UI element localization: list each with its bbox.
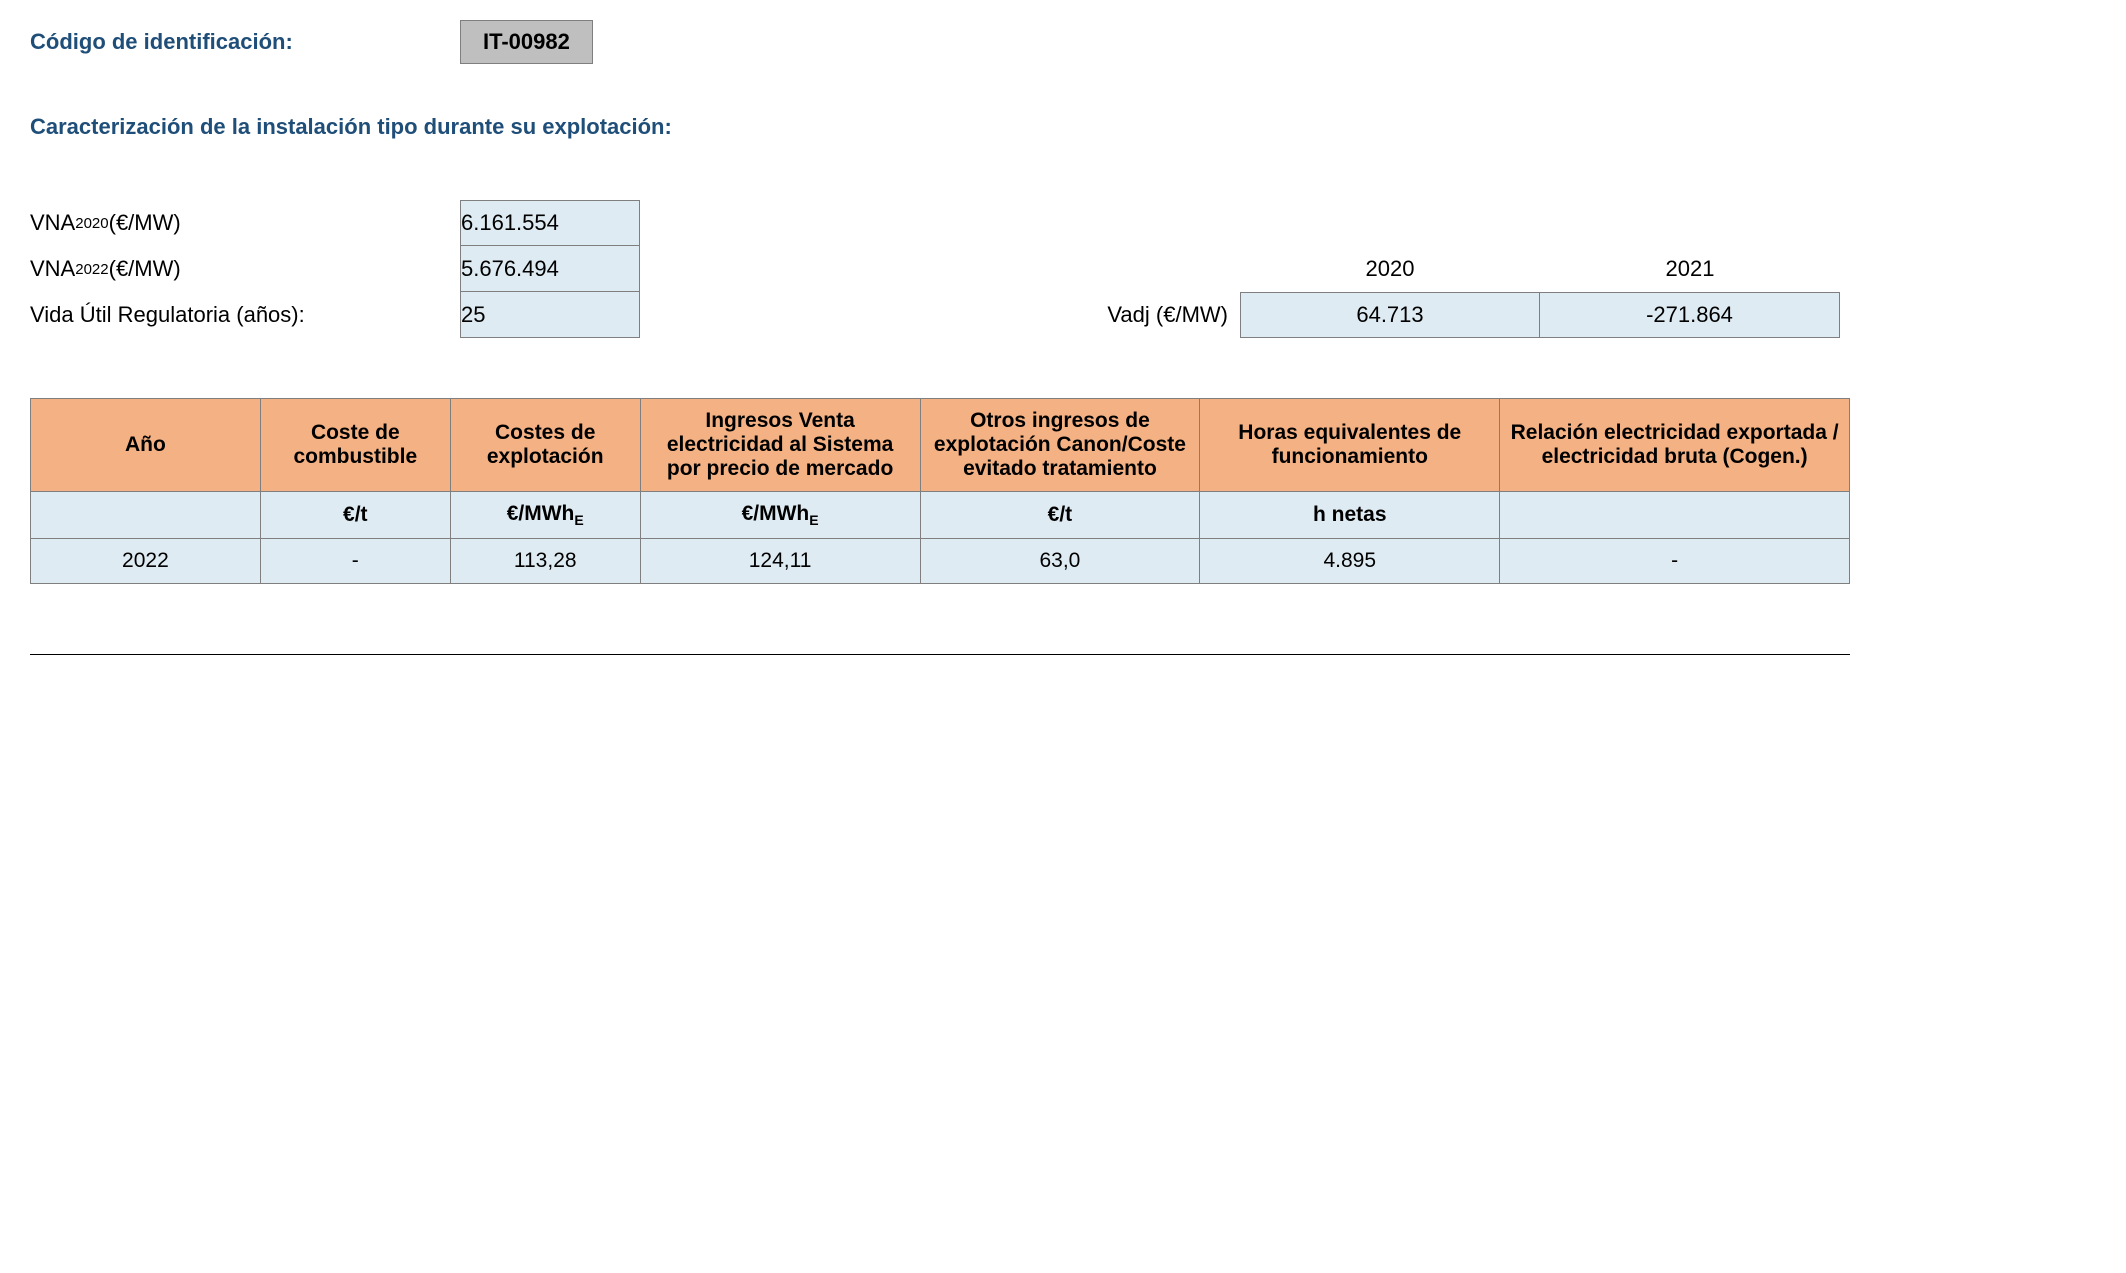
cell-year: 2022 <box>31 539 261 584</box>
unit-year <box>31 492 261 539</box>
section-title: Caracterización de la instalación tipo d… <box>30 114 2096 140</box>
vna-unit: (€/MW) <box>109 210 181 236</box>
unit-ratio <box>1500 492 1850 539</box>
cell-ratio: - <box>1500 539 1850 584</box>
cell-hours: 4.895 <box>1200 539 1500 584</box>
th-elec-ratio: Relación electricidad exportada / electr… <box>1500 399 1850 492</box>
vna2022-label: VNA2022 (€/MW) <box>30 246 460 292</box>
cell-op: 113,28 <box>450 539 640 584</box>
code-label: Código de identificación: <box>30 29 460 55</box>
spacer <box>640 246 1040 292</box>
unit-sales: €/MWhE <box>640 492 920 539</box>
vadj-2020-value: 64.713 <box>1240 292 1540 338</box>
divider <box>30 654 1850 655</box>
spacer <box>1240 200 1540 246</box>
spacer <box>1040 200 1240 246</box>
code-value-box: IT-00982 <box>460 20 593 64</box>
spacer <box>640 292 1040 338</box>
spacer <box>1040 246 1240 292</box>
table-header-row: Año Coste de combustible Costes de explo… <box>31 399 1850 492</box>
spacer <box>1540 200 1840 246</box>
vna-unit: (€/MW) <box>109 256 181 282</box>
vna2022-value: 5.676.494 <box>460 246 640 292</box>
unit-hours: h netas <box>1200 492 1500 539</box>
unit-op-pre: €/MWh <box>507 502 575 525</box>
unit-op: €/MWhE <box>450 492 640 539</box>
table-units-row: €/t €/MWhE €/MWhE €/t h netas <box>31 492 1850 539</box>
cell-fuel: - <box>260 539 450 584</box>
unit-op-sub: E <box>574 512 583 528</box>
year-2021-header: 2021 <box>1540 246 1840 292</box>
unit-other: €/t <box>920 492 1200 539</box>
vna2022-sub: 2022 <box>75 261 108 278</box>
th-sales-income: Ingresos Venta electricidad al Sistema p… <box>640 399 920 492</box>
unit-sales-pre: €/MWh <box>742 502 810 525</box>
vna-prefix: VNA <box>30 210 75 236</box>
unit-fuel: €/t <box>260 492 450 539</box>
vadj-label: Vadj (€/MW) <box>1040 292 1240 338</box>
vna2020-sub: 2020 <box>75 215 108 232</box>
table-data-row: 2022 - 113,28 124,11 63,0 4.895 - <box>31 539 1850 584</box>
vna-prefix: VNA <box>30 256 75 282</box>
unit-sales-sub: E <box>809 512 818 528</box>
th-year: Año <box>31 399 261 492</box>
cell-sales: 124,11 <box>640 539 920 584</box>
vida-label: Vida Útil Regulatoria (años): <box>30 292 460 338</box>
spacer <box>640 200 1040 246</box>
params-grid: VNA2020 (€/MW) 6.161.554 VNA2022 (€/MW) … <box>30 200 2096 338</box>
main-table: Año Coste de combustible Costes de explo… <box>30 398 1850 584</box>
vna2020-label: VNA2020 (€/MW) <box>30 200 460 246</box>
year-2020-header: 2020 <box>1240 246 1540 292</box>
vida-value: 25 <box>460 292 640 338</box>
vna2020-value: 6.161.554 <box>460 200 640 246</box>
th-op-cost: Costes de explotación <box>450 399 640 492</box>
th-fuel-cost: Coste de combustible <box>260 399 450 492</box>
th-eq-hours: Horas equivalentes de funcionamiento <box>1200 399 1500 492</box>
code-row: Código de identificación: IT-00982 <box>30 20 2096 64</box>
cell-other: 63,0 <box>920 539 1200 584</box>
vadj-2021-value: -271.864 <box>1540 292 1840 338</box>
th-other-income: Otros ingresos de explotación Canon/Cost… <box>920 399 1200 492</box>
